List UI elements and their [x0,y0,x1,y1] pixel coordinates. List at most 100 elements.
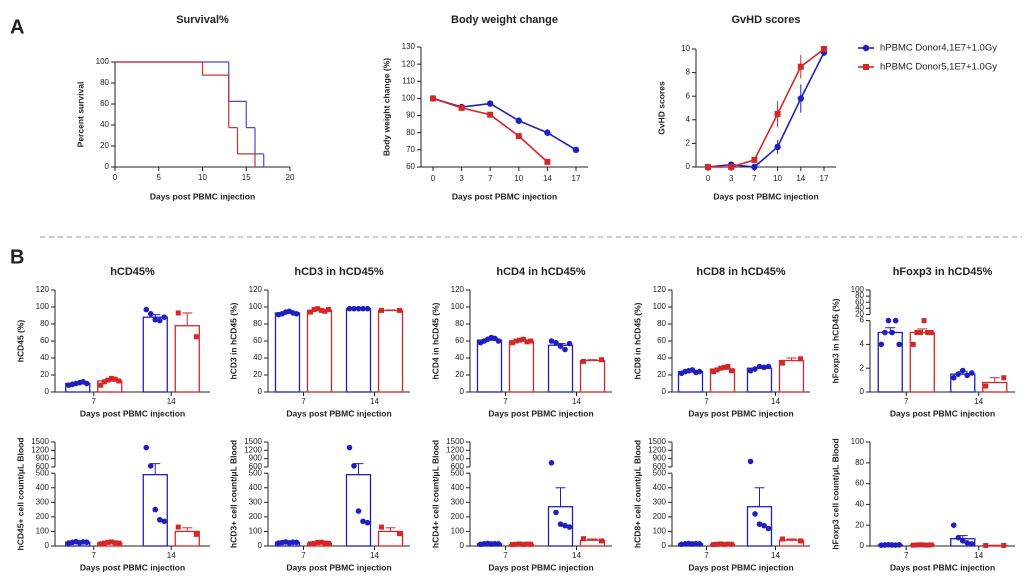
y-tick-label: 20 [855,520,864,529]
data-point [116,378,122,384]
y-tick-label: 60 [855,479,864,488]
data-point [714,367,720,373]
y-tick-label: 900 [653,454,667,463]
y-tick-label: 60 [40,336,49,345]
y-tick-label: 40 [657,353,666,362]
data-point [510,340,515,346]
data-point [910,542,916,548]
marker [572,146,580,154]
x-tick-label: 7 [503,397,508,406]
x-tick-label: 3 [729,174,734,183]
data-point [968,370,975,376]
x-tick-label: 14 [167,551,176,560]
x-axis-label: Days post PBMC injection [688,408,793,418]
data-point [756,521,763,527]
data-point [696,368,703,375]
data-point [914,542,920,548]
x-tick-label: 14 [370,397,379,406]
y-tick-label: 400 [249,483,263,492]
y-tick-label: 0 [460,387,465,396]
x-tick-label: 14 [543,174,552,183]
y-axis-label: hCD3 in hCD45 (%) [228,302,238,379]
data-point [892,317,899,324]
data-point [548,460,555,466]
chart-title: GvHD scores [731,14,800,26]
y-tick-label: 1500 [31,437,49,446]
x-axis-label: Days post PBMC injection [150,191,255,201]
marker [705,164,711,170]
data-point [293,539,300,546]
data-point [318,539,324,545]
x-tick-label: 17 [820,174,829,183]
x-tick-label: 7 [904,397,909,406]
data-point [152,506,159,513]
data-point [193,334,199,340]
y-tick-label: 40 [855,303,864,312]
y-tick-label: 400 [36,483,50,492]
y-tick-label: 40 [855,500,864,509]
x-tick-label: 17 [572,174,581,183]
data-point [557,521,564,527]
x-tick-label: 7 [92,397,97,406]
x-axis-label: Days post PBMC injection [80,408,185,418]
marker [862,44,870,52]
y-tick-label: 600 [653,462,667,471]
data-point [950,374,957,381]
data-point [1001,375,1007,381]
y-axis-label: hCD45 (%) [15,320,25,363]
y-axis-label: hFoxp3 cell count/μL Blood [830,438,840,549]
x-axis-label: Days post PBMC injection [688,562,793,572]
data-point [83,380,90,387]
marker [863,64,869,70]
data-point [517,337,523,343]
data-point [379,307,384,313]
data-point [308,541,313,547]
data-point [599,538,604,544]
data-point [524,339,530,345]
y-tick-label: 300 [451,497,465,506]
data-point [520,541,526,547]
x-tick-label: 14 [796,174,805,183]
y-axis-label: hCD4 in hCD45 (%) [430,302,440,379]
bar [274,312,301,393]
series-line [432,97,548,163]
y-tick-label: 200 [249,512,263,521]
y-tick-label: 200 [451,512,465,521]
y-tick-label: 0 [662,541,667,550]
panel-label: B [10,246,24,268]
data-point [510,542,515,548]
data-point [752,366,758,372]
data-point [548,338,555,344]
data-point [105,377,111,383]
data-point [917,542,923,548]
data-point [959,538,966,544]
y-tick-label: 1500 [446,437,464,446]
y-tick-label: 100 [36,527,50,536]
data-point [581,358,586,364]
data-point [718,541,724,547]
marker [797,63,804,70]
data-point [311,307,317,313]
data-point [761,522,767,529]
marker [544,129,551,136]
x-axis-label: Days post PBMC injection [452,191,557,201]
data-point [896,341,903,348]
y-tick-label: 60 [100,99,109,108]
data-point [765,363,772,370]
data-point [293,311,300,317]
y-tick-label: 0 [45,541,50,550]
marker [821,46,827,52]
y-tick-label: 1500 [648,437,666,446]
data-point [308,309,313,315]
x-tick-label: 3 [459,174,464,183]
bar [476,339,503,393]
y-tick-label: 120 [36,285,50,294]
bar [377,309,404,393]
x-axis-label: Days post PBMC injection [890,562,995,572]
data-point [495,541,502,547]
series-line [708,48,825,168]
data-point [553,339,559,346]
data-point [98,541,104,547]
data-point [143,306,150,313]
